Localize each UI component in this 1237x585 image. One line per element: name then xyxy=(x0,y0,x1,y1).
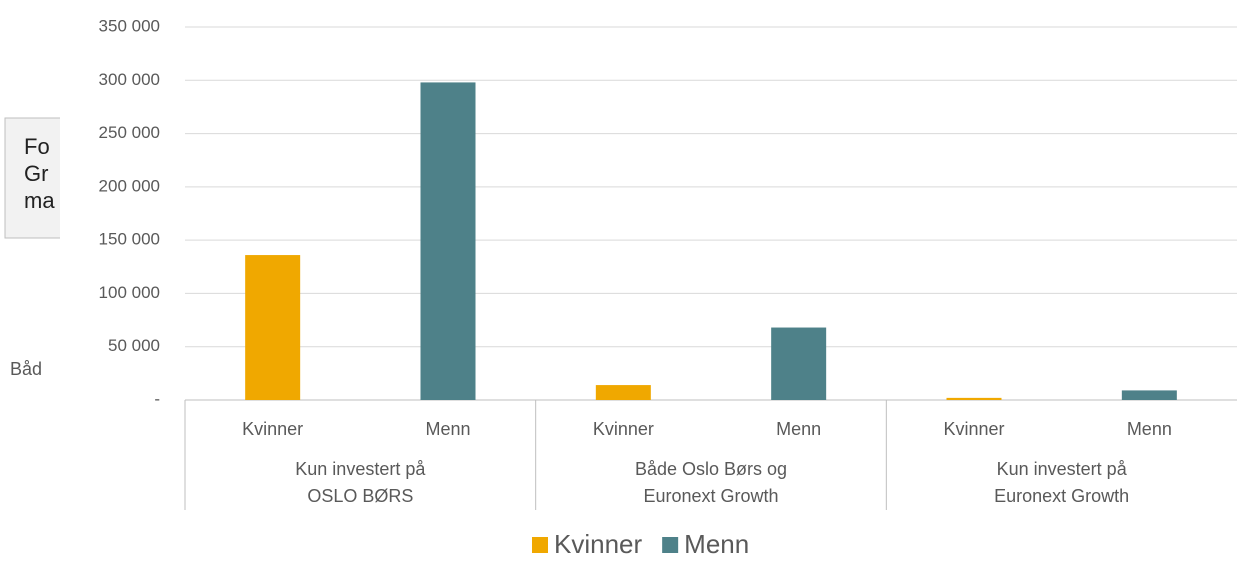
x-tick-label: Kvinner xyxy=(943,419,1004,439)
side-text: Båd xyxy=(10,359,42,379)
x-tick-label: Kvinner xyxy=(242,419,303,439)
legend-swatch xyxy=(662,537,679,553)
group-label: Både Oslo Børs og xyxy=(635,459,787,479)
group-label: Euronext Growth xyxy=(643,486,778,506)
chart: - 50 000 100 000 150 000 200 000 250 000 300 0… xyxy=(99,16,1237,559)
box-line: ma xyxy=(24,188,55,213)
legend-swatch xyxy=(532,537,548,553)
group-label: Euronext Growth xyxy=(994,486,1129,506)
x-tick-label: Menn xyxy=(425,419,470,439)
box-line: Fo xyxy=(24,134,50,159)
legend-label: Menn xyxy=(684,529,749,559)
x-tick-label: Kvinner xyxy=(593,419,654,439)
y-tick-label: - xyxy=(154,389,160,408)
group-label: OSLO BØRS xyxy=(307,486,413,506)
y-tick-label: 100 000 xyxy=(99,283,160,302)
chart-background xyxy=(60,0,1237,520)
bar xyxy=(946,397,1002,400)
y-tick-label: 200 000 xyxy=(99,176,160,195)
legend-label: Kvinner xyxy=(554,529,642,559)
group-label: Kun investert på xyxy=(295,459,426,479)
y-tick-label: 150 000 xyxy=(99,230,160,249)
x-tick-label: Menn xyxy=(776,419,821,439)
bar xyxy=(245,255,301,400)
bar xyxy=(595,385,651,400)
bar xyxy=(420,82,476,400)
bar xyxy=(1121,390,1177,400)
group-label: Kun investert på xyxy=(997,459,1128,479)
y-tick-label: 300 000 xyxy=(99,70,160,89)
y-tick-label: 50 000 xyxy=(108,336,160,355)
x-tick-label: Menn xyxy=(1127,419,1172,439)
y-tick-label: 250 000 xyxy=(99,123,160,142)
box-line: Gr xyxy=(24,161,48,186)
y-tick-label: 350 000 xyxy=(99,16,160,35)
bar xyxy=(771,327,827,400)
